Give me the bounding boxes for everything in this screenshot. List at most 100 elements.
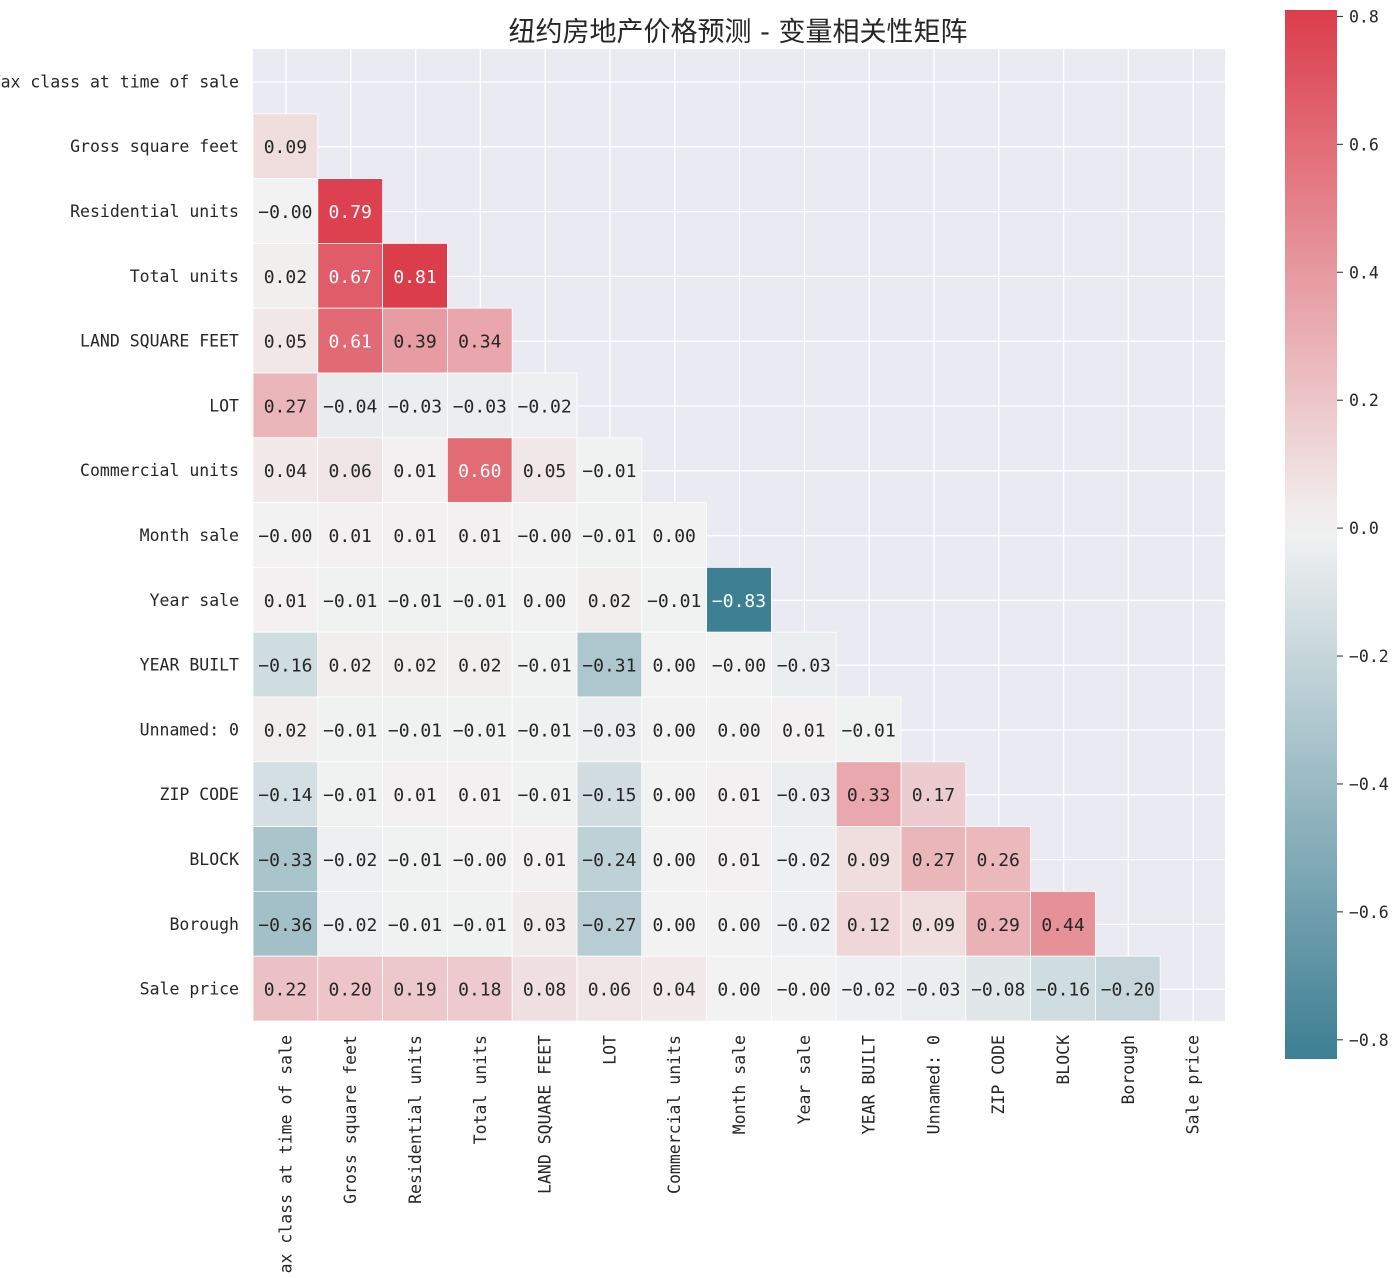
heatmap-cell — [576, 631, 643, 698]
heatmap-cell — [382, 567, 448, 633]
y-tick-label: Month sale — [140, 526, 239, 545]
heatmap-cell — [252, 372, 319, 439]
heatmap-cell — [641, 567, 707, 633]
colorbar-tick-label: −0.6 — [1349, 903, 1389, 922]
heatmap-cell — [641, 891, 707, 957]
heatmap-cell — [446, 437, 513, 503]
heatmap-cell — [771, 891, 837, 957]
x-tick-label: Total units — [471, 1035, 490, 1144]
x-tick-label: Borough — [1119, 1035, 1138, 1105]
cell-value-label: −0.02 — [323, 915, 377, 936]
cell-value-label: −0.03 — [906, 980, 960, 1001]
heatmap-cell — [1030, 891, 1096, 957]
heatmap-cell — [771, 826, 837, 892]
cell-value-label: 0.02 — [329, 656, 372, 677]
cell-value-label: −0.02 — [323, 850, 377, 871]
heatmap-cell — [252, 178, 319, 244]
x-tick-label: Month sale — [730, 1035, 749, 1134]
heatmap-cell — [446, 955, 513, 1022]
cell-value-label: −0.00 — [518, 526, 572, 547]
cell-value-label: −0.33 — [258, 850, 312, 871]
cell-value-label: −0.01 — [323, 720, 377, 741]
cell-value-label: −0.36 — [258, 915, 312, 936]
cell-value-label: −0.01 — [388, 850, 442, 871]
colorbar-tick-label: −0.4 — [1349, 775, 1389, 794]
heatmap-cell — [706, 696, 772, 763]
heatmap-cell — [511, 372, 578, 439]
heatmap-cell — [511, 955, 578, 1022]
heatmap-cell — [382, 891, 448, 957]
cell-value-label: −0.01 — [388, 591, 442, 612]
cell-value-label: 0.18 — [458, 980, 501, 1001]
heatmap-cell — [317, 307, 383, 374]
heatmap-cell — [317, 891, 383, 957]
y-tick-label: Sale price — [140, 980, 239, 999]
cell-value-label: 0.01 — [458, 526, 501, 547]
x-tick-label: Sale price — [1184, 1035, 1203, 1134]
cell-value-label: −0.01 — [518, 656, 572, 677]
heatmap-cell — [511, 891, 578, 957]
heatmap-cell — [382, 372, 448, 439]
cell-value-label: 0.01 — [782, 720, 825, 741]
cell-value-label: −0.01 — [647, 591, 701, 612]
cell-value-label: −0.01 — [388, 915, 442, 936]
y-tick-label: Residential units — [70, 202, 239, 221]
heatmap-cell — [511, 631, 578, 698]
cell-value-label: 0.44 — [1041, 915, 1084, 936]
heatmap-cell — [382, 826, 448, 892]
cell-value-label: −0.03 — [777, 656, 831, 677]
heatmap-cell — [446, 826, 513, 892]
cell-value-label: −0.31 — [582, 656, 636, 677]
cell-value-label: 0.02 — [588, 591, 631, 612]
cell-value-label: 0.01 — [717, 785, 760, 806]
heatmap-cell — [252, 891, 319, 957]
heatmap-cell — [641, 631, 707, 698]
heatmap-cell — [317, 178, 383, 244]
cell-value-label: −0.02 — [777, 850, 831, 871]
heatmap-cell — [576, 696, 643, 763]
cell-value-label: −0.03 — [777, 785, 831, 806]
x-tick-label: LAND SQUARE FEET — [536, 1035, 555, 1194]
cell-value-label: −0.24 — [582, 850, 636, 871]
y-tick-label: Tax class at time of sale — [0, 72, 239, 91]
heatmap-cell — [576, 891, 643, 957]
heatmap-cell — [317, 242, 383, 309]
x-tick-label: YEAR BUILT — [860, 1035, 879, 1134]
colorbar-tick-label: 0.6 — [1349, 135, 1379, 154]
cell-value-label: 0.39 — [393, 332, 436, 353]
cell-value-label: 0.79 — [329, 202, 372, 223]
cell-value-label: −0.01 — [453, 591, 507, 612]
cell-value-label: −0.00 — [712, 656, 766, 677]
cell-value-label: −0.01 — [323, 785, 377, 806]
heatmap-cell — [382, 631, 448, 698]
cell-value-label: 0.06 — [329, 461, 372, 482]
cell-value-label: 0.33 — [847, 785, 890, 806]
y-tick-label: Year sale — [150, 591, 239, 610]
cell-value-label: −0.01 — [582, 461, 636, 482]
cell-value-label: 0.00 — [717, 915, 760, 936]
heatmap-cell — [835, 955, 902, 1022]
heatmap-cell — [900, 891, 967, 957]
cell-value-label: 0.61 — [329, 332, 372, 353]
y-tick-label: LOT — [209, 396, 239, 415]
heatmap-cell — [706, 955, 772, 1022]
cell-value-label: 0.09 — [912, 915, 955, 936]
y-tick-label: ZIP CODE — [160, 785, 239, 804]
heatmap-cell — [252, 955, 319, 1022]
heatmap-cell — [382, 761, 448, 827]
cell-value-label: 0.01 — [264, 591, 307, 612]
y-tick-label: YEAR BUILT — [140, 656, 239, 675]
cell-value-label: 0.26 — [977, 850, 1020, 871]
cell-value-label: 0.60 — [458, 461, 501, 482]
heatmap-cell — [511, 437, 578, 503]
cell-value-label: 0.05 — [264, 332, 307, 353]
cell-value-label: −0.01 — [453, 915, 507, 936]
cell-value-label: −0.16 — [1036, 980, 1090, 1001]
cell-value-label: 0.02 — [458, 656, 501, 677]
cell-value-label: −0.02 — [518, 396, 572, 417]
colorbar: −0.8 −0.6 −0.4 −0.2 0.0 0.2 0.4 0.6 0.8 — [1285, 7, 1389, 1059]
cell-value-label: 0.34 — [458, 332, 501, 353]
y-tick-labels: Tax class at time of sale Gross square fe… — [0, 72, 239, 998]
